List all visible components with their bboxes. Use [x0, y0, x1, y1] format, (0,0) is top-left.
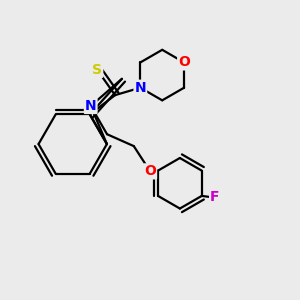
Text: F: F [210, 190, 220, 204]
Text: S: S [92, 63, 102, 77]
Text: N: N [134, 81, 146, 95]
Text: O: O [144, 164, 156, 178]
Text: O: O [178, 56, 190, 69]
Text: N: N [85, 99, 97, 113]
